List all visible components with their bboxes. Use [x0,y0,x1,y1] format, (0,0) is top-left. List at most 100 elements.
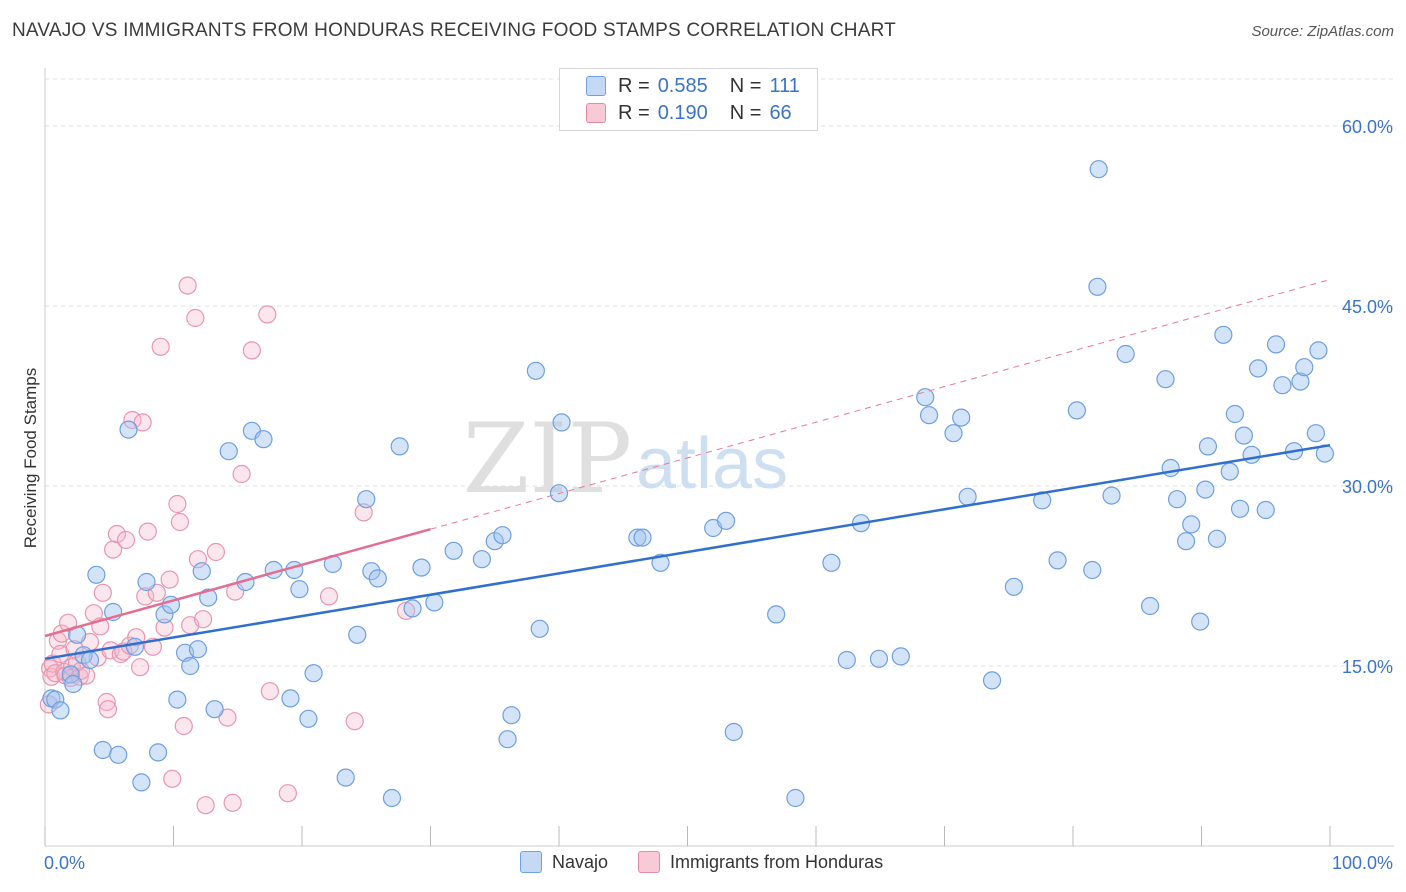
honduras-point [136,587,155,606]
navajo-trend-line [44,443,1331,661]
navajo-point [526,361,545,380]
navajo-point [891,647,910,666]
trend-lines [44,279,1331,661]
navajo-point [786,788,805,808]
y-axis-title: Receiving Food Stamps [21,368,40,548]
honduras-point [174,716,193,736]
navajo-point [109,745,128,764]
source-label: Source: ZipAtlas.com [1251,23,1394,40]
honduras-point [193,610,213,629]
honduras-point [98,700,118,719]
navajo-point [281,689,300,708]
navajo-point [1140,596,1160,616]
navajo-point [290,580,309,599]
navajo-point [348,625,367,644]
navajo-point [919,406,939,425]
navajo-point [869,649,889,668]
navajo-point [87,565,106,584]
navajo-point [1306,424,1325,443]
navajo-point [80,650,100,670]
navajo-point [1167,490,1187,509]
honduras-r-value: 0.190 [657,101,708,124]
navajo-point [1295,358,1314,377]
navajo-point [952,408,971,427]
navajo-point [51,701,70,720]
honduras-n-value: 66 [769,101,792,124]
navajo-swatch [586,76,606,96]
honduras-point [160,570,179,589]
navajo-point [1191,612,1210,631]
navajo-point [1230,499,1250,518]
navajo-point [1291,372,1310,391]
stats-legend: R = 0.585 N = 111 R = 0.190 N = 66 [559,68,818,131]
navajo-point [188,640,208,659]
honduras-point [93,583,112,602]
navajo-point [181,656,200,676]
navajo-point [205,700,224,719]
navajo-point [299,709,318,728]
navajo-point [304,664,323,683]
honduras-point [354,503,373,522]
navajo-point [444,541,463,560]
navajo-point [916,388,935,407]
watermark: ZIP atlas [463,403,788,515]
honduras-point [151,337,170,356]
navajo-point [493,526,512,545]
navajo-point [724,722,743,742]
axes [44,68,1394,847]
honduras-point [218,708,237,727]
navajo-point [125,637,145,656]
navajo-point [46,690,65,709]
navajo-point [822,553,841,572]
honduras-point [345,712,364,731]
y-tick-label: 60.0% [1342,117,1393,137]
y-tick-label: 30.0% [1342,477,1393,497]
honduras-trend-extension [430,279,1331,530]
navajo-point [1198,437,1218,456]
navajo-n-label: N = [729,74,762,97]
honduras-point [170,512,190,532]
honduras-point [319,587,339,606]
navajo-legend-label: Navajo [552,851,609,872]
honduras-trend-line [44,527,431,638]
honduras-r-label: R = [618,101,650,124]
honduras-point [223,793,242,812]
navajo-point [403,599,422,618]
honduras-swatch [586,103,606,123]
navajo-point [368,569,387,588]
honduras-point [107,524,127,544]
honduras-point [138,522,157,541]
honduras-point [116,530,136,550]
navajo-point [716,511,736,530]
navajo-point [1309,341,1328,360]
honduras-n-label: N = [729,101,762,124]
navajo-point [837,650,856,670]
navajo-point [982,671,1002,690]
navajo-point [254,430,273,449]
navajo-n-value: 111 [769,74,800,97]
honduras-point [133,413,152,432]
legend-item-navajo[interactable]: Navajo [520,851,608,873]
honduras-point [196,796,215,815]
navajo-point [1196,480,1215,499]
navajo-point [1004,577,1023,596]
series-legend: Navajo Immigrants from Honduras [520,851,913,873]
honduras-point [163,769,182,788]
navajo-r-value: 0.585 [657,74,708,97]
navajo-point [336,768,355,787]
y-tick-label: 45.0% [1342,297,1393,317]
navajo-point [1207,529,1227,548]
navajo-point [767,605,786,624]
navajo-point [1067,401,1086,420]
honduras-point [188,550,208,569]
navajo-point [1048,551,1067,570]
x-tick-label-min: 0.0% [44,853,85,873]
y-tick-label: 15.0% [1342,657,1393,677]
legend-item-honduras[interactable]: Immigrants from Honduras [638,851,883,873]
honduras-point [130,658,150,677]
honduras-point [178,276,197,295]
navajo-point [168,690,187,709]
honduras-legend-swatch [638,851,661,873]
honduras-point [168,494,187,514]
navajo-point [1102,486,1121,505]
